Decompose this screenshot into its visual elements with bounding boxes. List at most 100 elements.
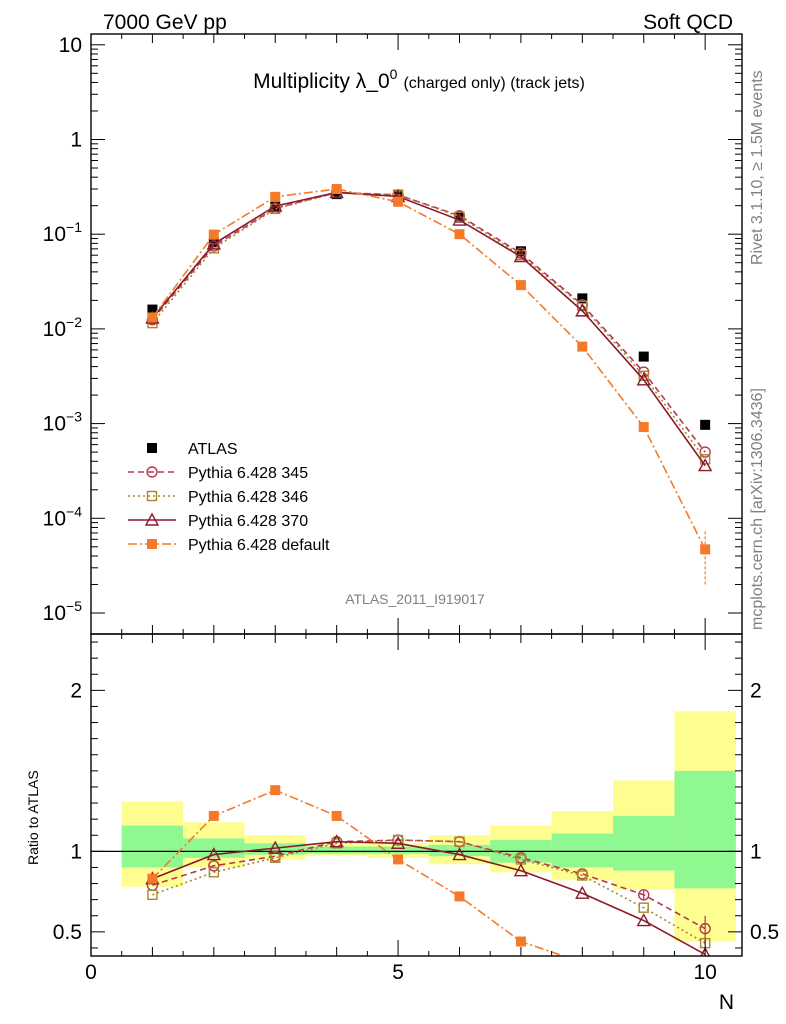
ratio-point-s1-7: [577, 870, 588, 881]
ratio-point-s1-4: [392, 834, 404, 846]
legend-label-1: Pythia 6.428 345: [188, 465, 308, 482]
point-s3-9: [697, 458, 713, 472]
ratio-line-3: [151, 789, 566, 956]
xtick-label-1: 5: [392, 961, 404, 984]
ratio-point-s3-9: [700, 999, 710, 1009]
legend-marker-4: [147, 539, 157, 549]
point-s4-4: [393, 196, 404, 207]
ratio-ytick-label-1: 1: [70, 840, 82, 863]
ratio-point-s2-1: [206, 847, 222, 861]
ratio-point-s2-3: [329, 834, 344, 848]
series-line-1: [151, 191, 706, 453]
point-s2-5: [454, 211, 465, 222]
legend-marker-1: [146, 466, 158, 478]
legend-label-4: Pythia 6.428 default: [188, 537, 330, 554]
legend-marker-2: [146, 490, 158, 502]
ratio-ytick-label-right-0: 0.5: [750, 921, 779, 944]
point-s4-1: [208, 229, 219, 240]
series-line-3: [151, 191, 706, 467]
ratio-point-s3-2: [270, 785, 281, 796]
point-s4-0: [147, 312, 158, 323]
chart-title-sup: 0: [390, 66, 398, 82]
band-inner-9: [674, 770, 736, 889]
point-s4-5: [454, 229, 465, 240]
ratio-ylabel: Ratio to ATLAS: [25, 770, 41, 865]
point-s3-5: [452, 212, 467, 226]
ratio-point-s1-5: [454, 836, 465, 847]
point-s0-0: [147, 304, 158, 315]
ratio-point-s3-3: [331, 810, 342, 821]
point-s3-6: [513, 249, 529, 263]
ratio-point-s2-2: [268, 840, 283, 854]
point-s0-7: [577, 293, 588, 304]
analysis-id: ATLAS_2011_I919017: [345, 591, 485, 607]
point-s4-3: [331, 184, 342, 195]
ratio-line-0: [152, 839, 706, 930]
energy-label: 7000 GeV pp: [103, 11, 227, 34]
ratio-point-s2-8: [636, 913, 651, 927]
ratio-point-s0-1: [208, 860, 220, 872]
process-label: Soft QCD: [643, 11, 733, 34]
point-s3-8: [636, 372, 651, 386]
ytick-label-4: 10−3: [43, 409, 83, 436]
ratio-point-s0-8: [638, 889, 650, 901]
ratio-point-s2-4: [390, 835, 406, 849]
chart-title: Multiplicity λ_00 (charged only) (track j…: [253, 66, 585, 93]
ratio-point-s1-0: [147, 889, 158, 901]
ratio-ytick-label-0: 0.5: [53, 921, 82, 944]
ratio-point-s1-8: [638, 902, 649, 913]
ratio-line-2: [152, 840, 706, 956]
band-inner-2: [244, 843, 306, 855]
legend-label-3: Pythia 6.428 370: [188, 513, 308, 530]
mcplots-label: mcplots.cern.ch [arXiv:1306.3436]: [749, 388, 766, 630]
chart-title-small: (charged only) (track jets): [403, 75, 584, 92]
ratio-point-s3-6: [515, 936, 526, 947]
legend-marker-3: [144, 512, 160, 526]
band-inner-3: [305, 846, 368, 854]
point-s3-2: [268, 198, 283, 212]
point-s0-8: [638, 351, 649, 362]
ratio-point-s3-4: [393, 854, 404, 865]
ratio-point-s1-1: [208, 867, 220, 878]
point-s0-9: [700, 419, 711, 430]
point-s3-1: [206, 236, 222, 250]
ytick-label-1: 1: [70, 128, 82, 151]
ytick-label-5: 10−4: [43, 503, 83, 530]
legend: ATLAS Pythia 6.428 345 Pythia 6.428 346 Pyt…: [128, 441, 330, 554]
ratio-ytick-label-2: 2: [70, 679, 82, 702]
band-inner-5: [428, 844, 491, 857]
ratio-point-s3-5: [454, 891, 465, 902]
point-s4-7: [577, 341, 588, 352]
band-inner-8: [613, 815, 675, 871]
xtick-label-0: 0: [85, 961, 97, 984]
point-s3-7: [575, 303, 590, 317]
band-inner-4: [367, 846, 429, 854]
chart-title-main: Multiplicity λ_0: [253, 70, 390, 93]
band-inner-7: [551, 833, 614, 868]
ratio-panel: 0.5 0.5 1 1 2 2 0 5 10 Ratio to ATLAS N: [25, 633, 779, 1014]
ytick-label-2: 10−1: [43, 219, 83, 246]
ytick-label-0: 10: [59, 34, 82, 57]
ratio-ytick-label-right-1: 1: [750, 840, 762, 863]
ratio-point-s2-9: [700, 946, 711, 956]
ratio-panel-frame: [90, 633, 743, 957]
main-panel: 10 1 10−1 10−2 10−3 10−4 10−5 Multiplicity λ_0…: [43, 33, 743, 635]
ratio-point-s3-7: [577, 957, 587, 967]
x-axis-label: N: [719, 991, 734, 1014]
legend-marker-0: [147, 443, 157, 453]
ratio-point-s2-6: [513, 863, 529, 877]
ratio-line-1: [152, 839, 706, 944]
point-s4-9: [700, 544, 711, 555]
point-s4-6: [515, 280, 526, 291]
rivet-label: Rivet 3.1.10, ≥ 1.5M events: [749, 70, 766, 265]
point-s4-8: [638, 422, 649, 433]
point-s4-2: [270, 191, 281, 202]
xtick-label-2: 10: [693, 961, 716, 984]
ytick-label-3: 10−2: [43, 314, 83, 341]
ratio-point-s2-5: [452, 847, 467, 861]
ratio-point-s2-7: [575, 885, 590, 899]
ytick-label-6: 10−5: [43, 598, 83, 625]
series-line-4: [151, 188, 706, 550]
ratio-ytick-label-right-2: 2: [750, 679, 762, 702]
